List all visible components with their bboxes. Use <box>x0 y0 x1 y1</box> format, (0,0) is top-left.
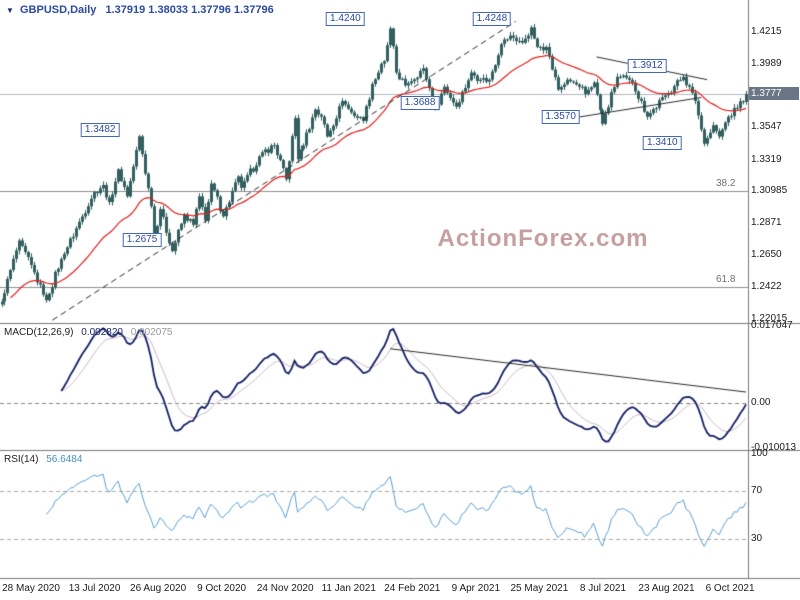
price-axis-label: 1.3319 <box>751 153 782 165</box>
current-price-tag: 1.3777 <box>749 86 799 100</box>
date-axis-label: 13 Jul 2020 <box>68 583 121 594</box>
price-level-label: 1.3912 <box>628 59 667 74</box>
rsi-label: RSI(14) 56.6484 <box>4 454 82 465</box>
date-axis-label: 11 Jan 2021 <box>321 583 376 594</box>
macd-signal-value: 0.002075 <box>130 327 173 338</box>
macd-axis-label: 0.00 <box>751 396 771 408</box>
price-axis-label: 1.2650 <box>751 248 782 260</box>
date-axis-label: 23 Aug 2021 <box>638 583 695 594</box>
date-axis-label: 25 May 2021 <box>510 583 569 594</box>
fib-level-label: 61.8 <box>716 274 736 286</box>
price-axis-label: 1.22015 <box>751 312 788 324</box>
price-level-label: 1.3482 <box>80 123 120 138</box>
date-axis-label: 28 May 2020 <box>2 583 60 594</box>
watermark: ActionForex.com <box>437 225 649 252</box>
macd-axis-label: 0.017047 <box>751 320 793 331</box>
date-axis-label: 9 Apr 2021 <box>451 583 501 594</box>
rsi-value: 56.6484 <box>46 454 83 465</box>
date-axis-label: 26 Aug 2020 <box>130 583 187 594</box>
date-axis-label: 24 Feb 2021 <box>384 583 441 594</box>
chart-title: ▼ GBPUSD,Daily 1.37919 1.38033 1.37796 1… <box>6 4 274 16</box>
price-axis-label: 1.30985 <box>751 184 788 196</box>
price-axis-label: 1.2422 <box>751 281 782 293</box>
price-axis-label: 1.3547 <box>751 121 782 133</box>
date-axis-label: 8 Jul 2021 <box>579 583 627 594</box>
price-axis-label: 1.4215 <box>751 26 782 37</box>
rsi-axis-label: 100 <box>751 448 768 459</box>
rsi-axis-label: 30 <box>751 533 763 545</box>
date-axis-label: 9 Oct 2020 <box>197 583 247 594</box>
price-level-label: 1.4248 <box>472 12 512 27</box>
macd-name: MACD(12,26,9) <box>4 327 74 338</box>
price-level-label: 1.3688 <box>400 96 440 111</box>
price-level-label: 1.4240 <box>326 12 365 27</box>
price-level-label: 1.3570 <box>541 110 580 125</box>
ohlc-values: 1.37919 1.38033 1.37796 1.37796 <box>105 4 274 16</box>
price-axis-label: 1.2871 <box>751 217 782 229</box>
macd-label: MACD(12,26,9) 0.002820 0.002075 <box>4 327 172 338</box>
fib-level-label: 38.2 <box>716 177 736 189</box>
macd-axis-label: -0.010013 <box>751 442 797 453</box>
symbol-marker-icon: ▼ <box>6 6 14 15</box>
price-level-label: 1.2675 <box>122 233 162 248</box>
symbol-period-label: GBPUSD,Daily <box>19 4 97 16</box>
date-axis-label: 6 Oct 2021 <box>705 583 755 594</box>
date-axis-label: 24 Nov 2020 <box>256 583 314 594</box>
price-axis-label: 1.3989 <box>751 58 782 70</box>
macd-value: 0.002820 <box>81 327 123 338</box>
rsi-axis-label: 70 <box>751 484 763 496</box>
price-level-label: 1.3410 <box>642 136 682 150</box>
rsi-name: RSI(14) <box>4 454 39 465</box>
